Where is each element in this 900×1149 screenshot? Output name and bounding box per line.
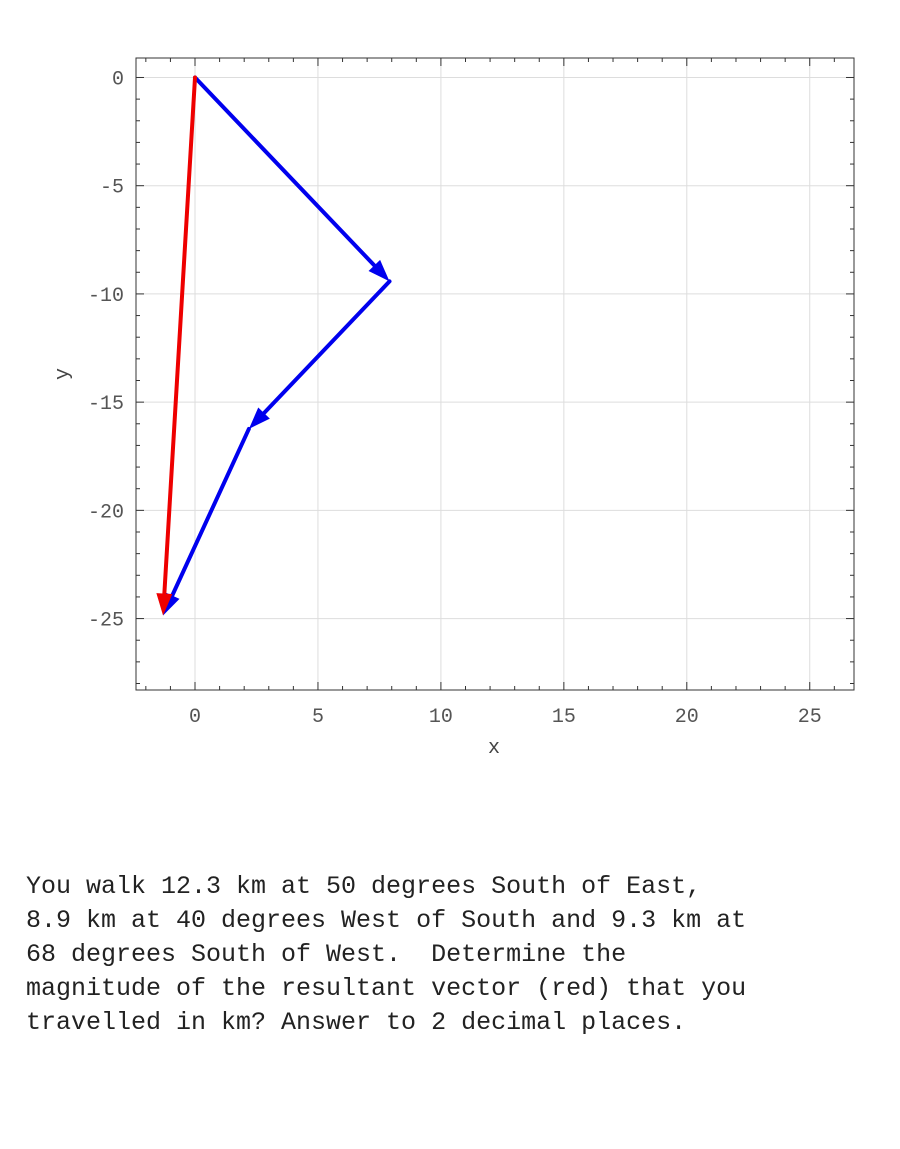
vector-arrowhead xyxy=(248,407,270,429)
ticks xyxy=(136,58,854,690)
y-tick-label: 0 xyxy=(112,68,124,91)
vector-arrowhead xyxy=(156,593,173,616)
x-tick-label: 0 xyxy=(189,706,201,729)
plot-frame xyxy=(135,57,855,691)
x-tick-label: 20 xyxy=(675,706,699,729)
x-tick-label: 15 xyxy=(552,706,576,729)
y-tick-label: -10 xyxy=(88,285,124,308)
vector-arrowhead xyxy=(368,259,390,282)
vector-shaft xyxy=(260,279,392,417)
vector-shaft xyxy=(162,75,198,598)
grid xyxy=(136,58,854,690)
vectors xyxy=(156,75,392,616)
vector-shaft xyxy=(193,75,378,269)
x-tick-label: 10 xyxy=(429,706,453,729)
y-tick-label: -20 xyxy=(88,501,124,524)
vector-shaft xyxy=(169,426,251,600)
y-tick-label: -25 xyxy=(88,610,124,633)
x-tick-label: 25 xyxy=(798,706,822,729)
question-line: magnitude of the resultant vector (red) … xyxy=(26,974,747,1003)
question-line: travelled in km? Answer to 2 decimal pla… xyxy=(26,1008,687,1037)
vector-chart: 0 5 10 15 20 25 0 -5 -10 -15 -20 -25 x y xyxy=(52,57,855,760)
question-text: You walk 12.3 km at 50 degrees South of … xyxy=(26,870,886,1040)
question-line: 8.9 km at 40 degrees West of South and 9… xyxy=(26,906,747,935)
y-tick-label: -15 xyxy=(88,393,124,416)
y-tick-label: -5 xyxy=(100,177,124,200)
question-line: You walk 12.3 km at 50 degrees South of … xyxy=(26,872,702,901)
tick-labels: 0 5 10 15 20 25 0 -5 -10 -15 -20 -25 xyxy=(88,68,822,729)
x-axis-label: x xyxy=(488,737,500,760)
y-axis-label: y xyxy=(52,368,75,380)
question-line: 68 degrees South of West. Determine the xyxy=(26,940,627,969)
x-tick-label: 5 xyxy=(312,706,324,729)
